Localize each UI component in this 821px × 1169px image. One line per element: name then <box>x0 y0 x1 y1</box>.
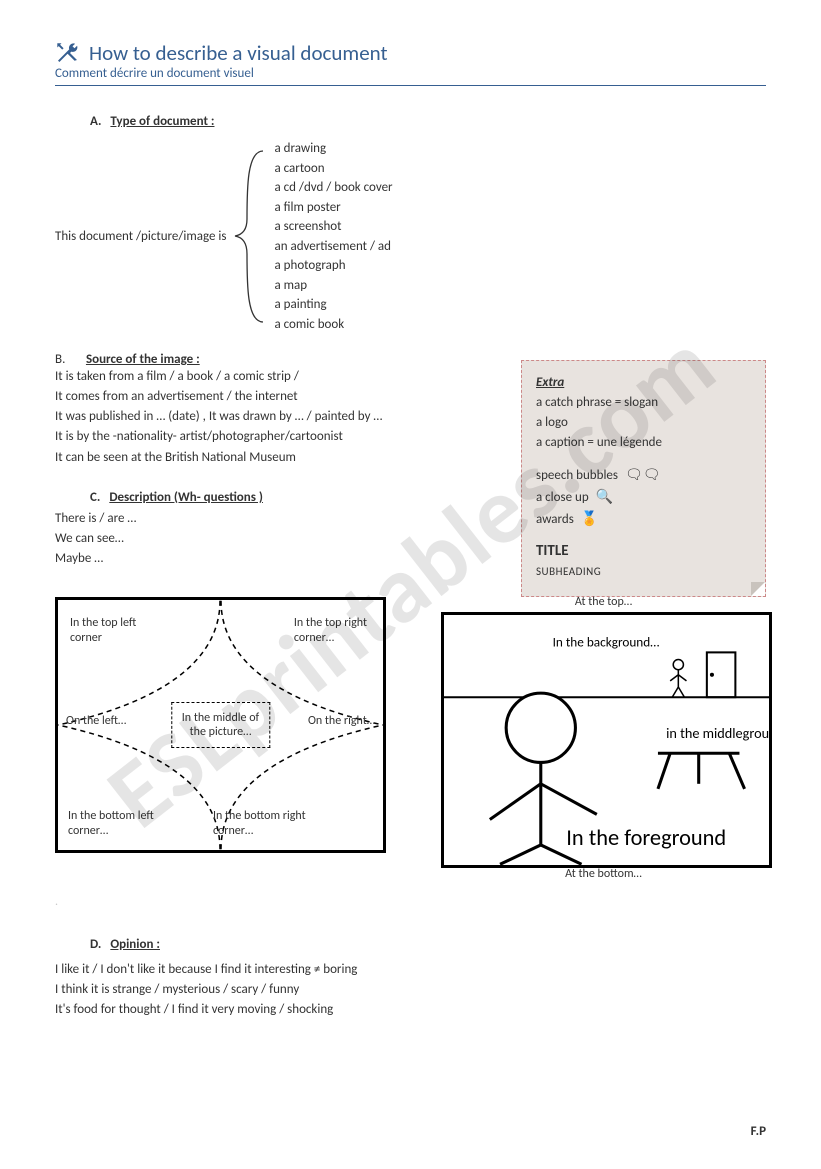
pos-bottom-right: In the bottom right corner… <box>213 809 306 838</box>
tools-icon <box>55 41 79 65</box>
extra-item: a catch phrase = slogan <box>536 393 751 413</box>
section-b-bullet: B. <box>55 352 65 367</box>
svg-text:In the background…: In the background… <box>553 633 660 650</box>
extra-text: speech bubbles <box>536 468 618 483</box>
extra-item: a logo <box>536 413 751 433</box>
section-c-heading: Description (Wh- questions ) <box>109 490 263 505</box>
type-item: a drawing <box>275 139 393 159</box>
section-d-heading: Opinion : <box>110 937 160 952</box>
page-title-row: How to describe a visual document <box>55 40 766 66</box>
position-diagram: In the top left corner In the top right … <box>55 597 380 877</box>
pos-bottom-left: In the bottom left corner… <box>68 809 154 838</box>
extra-iconed: a close up 🔍 <box>536 486 751 508</box>
opinion-line: I like it / I don't like it because I fi… <box>55 960 766 980</box>
doctype-list: a drawing a cartoon a cd /dvd / book cov… <box>275 139 393 334</box>
type-item: a film poster <box>275 198 393 218</box>
type-item: an advertisement / ad <box>275 237 393 257</box>
type-item: a comic book <box>275 315 393 335</box>
depth-top: At the top… <box>575 595 632 609</box>
faded-hint: . <box>55 895 766 909</box>
extra-iconed: speech bubbles 🗨🗨 <box>536 464 751 486</box>
section-a-bullet: A. <box>90 114 101 129</box>
opinion-line: It's food for thought / I find it very m… <box>55 1000 766 1020</box>
doctype-intro: This document /picture/image is <box>55 229 227 244</box>
pos-top-right: In the top right corner… <box>294 616 367 645</box>
extra-item: a caption = une légende <box>536 433 751 453</box>
extra-text: a close up <box>536 490 589 505</box>
section-a-heading: Type of document : <box>110 114 214 129</box>
pos-right: On the right… <box>308 714 375 728</box>
type-item: a photograph <box>275 256 393 276</box>
doctype-group: This document /picture/image is a drawin… <box>55 139 766 334</box>
extra-text: awards <box>536 512 574 527</box>
speech-bubbles-icon: 🗨🗨 <box>625 466 661 483</box>
section-a: A. Type of document : <box>90 114 766 129</box>
type-item: a map <box>275 276 393 296</box>
extra-title: Extra <box>536 373 751 393</box>
type-item: a cd /dvd / book cover <box>275 178 393 198</box>
section-c-bullet: C. <box>90 490 100 505</box>
diagrams-row: In the top left corner In the top right … <box>55 597 766 877</box>
page-subtitle: Comment décrire un document visuel <box>55 66 766 86</box>
extra-box: Extra a catch phrase = slogan a logo a c… <box>521 360 766 597</box>
type-item: a cartoon <box>275 159 393 179</box>
page-title: How to describe a visual document <box>89 40 388 66</box>
section-d: D. Opinion : I like it / I don't like it… <box>90 937 766 1020</box>
type-item: a screenshot <box>275 217 393 237</box>
footer-initials: F.P <box>751 1124 766 1139</box>
pos-top-left: In the top left corner <box>70 616 136 645</box>
pos-left: On the left… <box>66 714 126 728</box>
pos-middle: In the middle of the picture… <box>171 702 270 748</box>
worksheet-page: ESLprintables.com How to describe a visu… <box>0 0 821 1169</box>
medal-icon: 🏅 <box>581 510 598 527</box>
magnify-icon: 🔍 <box>596 488 613 505</box>
depth-bottom: At the bottom… <box>565 867 642 881</box>
section-d-bullet: D. <box>90 937 101 952</box>
extra-subheading: SUBHEADING <box>536 563 751 580</box>
svg-text:In the foreground: In the foreground <box>566 825 726 852</box>
type-item: a painting <box>275 295 393 315</box>
extra-iconed: awards 🏅 <box>536 508 751 530</box>
extra-title2: TITLE <box>536 540 751 563</box>
section-b-heading: Source of the image : <box>86 352 200 367</box>
brace-icon <box>233 149 267 324</box>
depth-diagram: At the top… In the background… <box>441 597 766 877</box>
svg-text:in the middleground: in the middleground <box>666 724 769 742</box>
opinion-line: I think it is strange / mysterious / sca… <box>55 980 766 1000</box>
